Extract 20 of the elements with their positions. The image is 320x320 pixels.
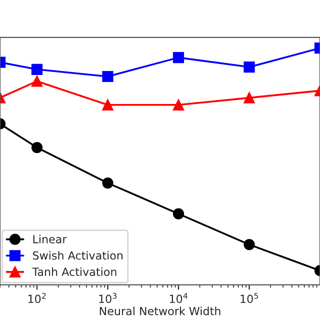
point bbox=[31, 64, 43, 75]
point bbox=[244, 92, 255, 104]
point bbox=[31, 142, 43, 154]
x-tick-label: 10$^{4}$ bbox=[170, 292, 188, 304]
point bbox=[172, 99, 184, 110]
legend-label: Linear bbox=[33, 234, 67, 244]
x-axis-title: Neural Network Width bbox=[100, 306, 220, 316]
point bbox=[172, 208, 184, 220]
point bbox=[102, 99, 114, 110]
x-tick-label: 10$^{5}$ bbox=[240, 292, 258, 304]
point bbox=[172, 52, 184, 64]
legend-label: Swish Activation bbox=[32, 251, 122, 260]
x-tick-label: 10$^{3}$ bbox=[99, 292, 117, 304]
point bbox=[31, 76, 43, 87]
point bbox=[102, 177, 114, 189]
legend-label: Tanh Activation bbox=[32, 267, 116, 276]
point bbox=[244, 239, 255, 250]
point bbox=[244, 61, 255, 73]
point bbox=[102, 70, 114, 82]
x-tick-label: 10$^{2}$ bbox=[28, 292, 46, 304]
